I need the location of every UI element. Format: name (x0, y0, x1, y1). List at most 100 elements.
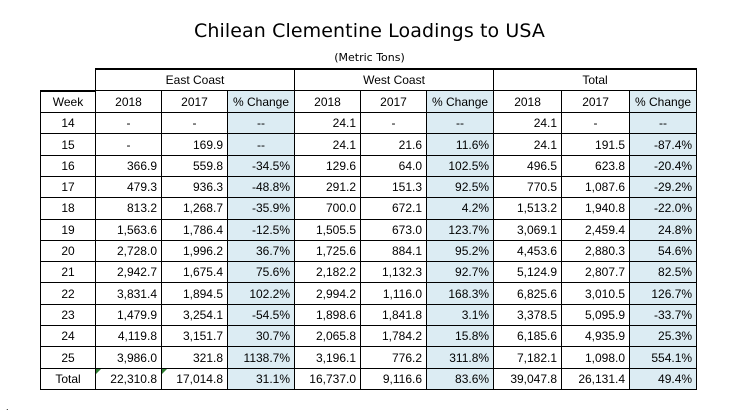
west-2017-cell: 151.3 (360, 175, 428, 199)
week-cell: 19 (40, 218, 96, 241)
total-2018-cell: 4,453.6 (493, 239, 563, 263)
east-2018-cell: 2,728.0 (95, 239, 162, 263)
east-change-cell: -54.5% (226, 303, 296, 327)
total-2018-cell: 7,182.1 (493, 346, 563, 369)
total-change-cell: 54.6% (629, 239, 698, 263)
east-change-cell: 102.2% (226, 282, 296, 305)
east-2017-cell: 559.8 (161, 154, 228, 177)
week-cell: 23 (40, 303, 96, 327)
total-east-change: 31.1% (226, 367, 296, 390)
total-west-2018: 16,737.0 (294, 367, 362, 390)
west-2018-cell: 1,725.6 (294, 239, 362, 263)
east-2018-cell: 1,479.9 (95, 303, 162, 327)
west-2018-cell: 1,898.6 (294, 303, 362, 327)
total-east-2018: 22,310.8 (95, 367, 162, 390)
total-2018-cell: 6,825.6 (493, 282, 563, 305)
table-row: 25 3,986.0 321.8 1138.7% 3,196.1 776.2 311.8% 7… (40, 346, 698, 369)
west-change-cell: 92.7% (426, 261, 495, 284)
total-change-cell: 126.7% (629, 282, 698, 305)
total-total-2018: 39,047.8 (493, 367, 563, 390)
total-2018-cell: 5,124.9 (493, 261, 563, 284)
total-row: Total 22,310.8 17,014.8 31.1% 16,737.0 9… (40, 367, 698, 390)
total-change-cell: -20.4% (629, 154, 698, 177)
total-change-cell: -33.7% (629, 303, 698, 327)
total-change-cell: -29.2% (629, 175, 698, 199)
week-cell: 15 (40, 133, 96, 156)
total-total-change: 49.4% (629, 367, 698, 390)
total-2017-cell: 5,095.9 (561, 303, 631, 327)
east-change-cell: -- (226, 133, 296, 156)
east-2017-cell: 1,786.4 (161, 218, 228, 241)
west-change-cell: 15.8% (426, 325, 495, 348)
total-2018-cell: 496.5 (493, 154, 563, 177)
east-2018-cell: - (95, 112, 162, 135)
table-row: 15-169.9 -- 24.1 21.6 11.6% 24.1 191.5 -87.4% (40, 133, 698, 156)
east-2018-cell: 1,563.6 (95, 218, 162, 241)
east-2017-cell: 3,254.1 (161, 303, 228, 327)
total-2017-cell: 2,459.4 (561, 218, 631, 241)
table-title: Chilean Clementine Loadings to USA (194, 20, 545, 42)
total-2018-cell: 24.1 (493, 133, 563, 156)
west-change-cell: 95.2% (426, 239, 495, 263)
west-2017-cell: 776.2 (360, 346, 428, 369)
column-header-row: Week 2018 2017 % Change 2018 2017 % Chan… (40, 89, 698, 114)
west-2017-cell: 64.0 (360, 154, 428, 177)
east-change-cell: 75.6% (226, 261, 296, 284)
col-west-2017: 2017 (360, 90, 428, 114)
total-change-cell: -87.4% (629, 133, 698, 156)
table-row: 21 2,942.7 1,675.4 75.6% 2,182.2 1,132.3 92.7%… (40, 261, 698, 284)
col-east-change: % Change (226, 90, 296, 114)
total-west-change: 83.6% (426, 367, 495, 390)
total-2017-cell: 4,935.9 (561, 325, 631, 348)
east-2018-cell: 813.2 (95, 197, 162, 220)
total-2017-cell: 2,880.3 (561, 239, 631, 263)
total-2017-cell: 1,098.0 (561, 346, 631, 369)
west-change-cell: 92.5% (426, 175, 495, 199)
total-change-cell: 24.8% (629, 218, 698, 241)
west-change-cell: 102.5% (426, 154, 495, 177)
east-2018-cell: 3,831.4 (95, 282, 162, 305)
west-2017-cell: 673.0 (360, 218, 428, 241)
east-2018-cell: 3,986.0 (95, 346, 162, 369)
east-2018-cell: 2,942.7 (95, 261, 162, 284)
east-2017-cell: 936.3 (161, 175, 228, 199)
total-label: Total (40, 367, 96, 390)
table-subtitle: (Metric Tons) (334, 51, 405, 64)
total-change-cell: 82.5% (629, 261, 698, 284)
total-2017-cell: 191.5 (561, 133, 631, 156)
west-2018-cell: 129.6 (294, 154, 362, 177)
col-total-change: % Change (629, 90, 698, 114)
col-total-2018: 2018 (493, 90, 563, 114)
total-east-2017: 17,014.8 (161, 367, 228, 390)
west-2017-cell: 672.1 (360, 197, 428, 220)
total-change-cell: 25.3% (629, 325, 698, 348)
total-west-2017: 9,116.6 (360, 367, 428, 390)
east-change-cell: -48.8% (226, 175, 296, 199)
total-change-cell: -22.0% (629, 197, 698, 220)
total-2017-cell: 623.8 (561, 154, 631, 177)
east-2017-cell: 3,151.7 (161, 325, 228, 348)
east-2018-cell: - (95, 133, 162, 156)
west-2018-cell: 2,182.2 (294, 261, 362, 284)
east-2017-cell: 1,675.4 (161, 261, 228, 284)
total-2017-cell: - (561, 112, 631, 135)
west-change-cell: 4.2% (426, 197, 495, 220)
group-west-coast: West Coast (294, 68, 495, 92)
west-2018-cell: 24.1 (294, 133, 362, 156)
east-change-cell: 1138.7% (226, 346, 296, 369)
table-row: 23 1,479.9 3,254.1 -54.5% 1,898.6 1,841.8 3.1%… (40, 303, 698, 327)
east-change-cell: -34.5% (226, 154, 296, 177)
east-change-cell: -35.9% (226, 197, 296, 220)
header-spacer (40, 69, 96, 91)
table-row: 16 366.9 559.8 -34.5% 129.6 64.0 102.5% 496.5 62… (40, 154, 698, 177)
west-2017-cell: 1,132.3 (360, 261, 428, 284)
week-cell: 24 (40, 325, 96, 348)
east-change-cell: -- (226, 112, 296, 135)
col-west-2018: 2018 (294, 90, 362, 114)
week-cell: 20 (40, 239, 96, 263)
total-2018-cell: 24.1 (493, 112, 563, 135)
total-2018-cell: 3,069.1 (493, 218, 563, 241)
table-row: 24 4,119.8 3,151.7 30.7% 2,065.8 1,784.2 15.8%… (40, 325, 698, 348)
table-row: 19 1,563.6 1,786.4 -12.5% 1,505.5 673.0 123.7%… (40, 218, 698, 241)
west-change-cell: 311.8% (426, 346, 495, 369)
